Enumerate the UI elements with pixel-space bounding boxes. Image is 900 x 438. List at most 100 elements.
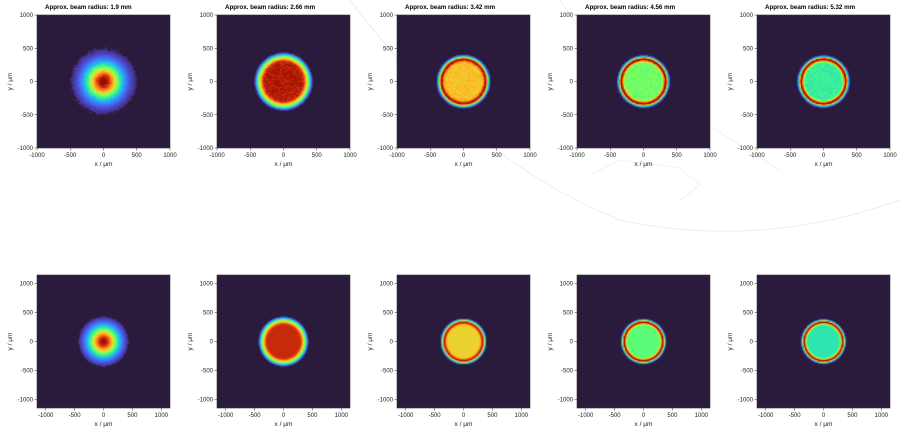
x-tick-label: -1000 (209, 153, 225, 159)
y-tick-label: -500 (21, 113, 34, 119)
x-tick-label: 0 (282, 413, 286, 419)
y-tick-label: 1000 (380, 282, 394, 288)
panel-simulated-2: -1000 -1000 -500 -500 0 0 500 500 1000 1000 x / μm… (187, 274, 351, 428)
y-tick-label: 1000 (740, 13, 754, 19)
y-tick-label: 0 (30, 340, 34, 346)
x-axis-label: x / μm (634, 421, 653, 428)
x-tick-label: 1000 (163, 153, 177, 159)
x-tick-label: 500 (127, 413, 138, 419)
x-axis-label: x / μm (634, 161, 653, 168)
heatmap-image (577, 15, 710, 148)
y-tick-label: -500 (741, 113, 754, 119)
heatmap-image (37, 275, 170, 408)
x-tick-label: -500 (244, 153, 257, 159)
y-axis-label: y / μm (727, 72, 734, 91)
y-tick-label: 0 (570, 80, 574, 86)
x-tick-label: 1000 (155, 413, 169, 419)
x-tick-label: 500 (847, 413, 858, 419)
y-tick-label: 500 (563, 46, 574, 52)
heatmap-image (217, 275, 350, 408)
x-tick-label: 500 (852, 153, 863, 159)
y-tick-label: 1000 (200, 282, 214, 288)
x-tick-label: 500 (487, 413, 498, 419)
x-tick-label: 0 (462, 413, 466, 419)
heatmap-image (397, 15, 530, 148)
x-tick-label: 0 (822, 153, 826, 159)
heatmap-image (757, 15, 890, 148)
y-tick-label: -1000 (558, 397, 574, 403)
y-axis-label: y / μm (727, 332, 734, 351)
x-tick-label: -500 (64, 153, 77, 159)
x-tick-label: -1000 (29, 153, 45, 159)
y-axis-label: y / μm (547, 332, 554, 351)
panel-simulated-5: -1000 -1000 -500 -500 0 0 500 500 1000 1000 x / μm… (727, 274, 891, 428)
x-tick-label: -500 (604, 153, 617, 159)
y-axis-label: y / μm (187, 332, 194, 351)
y-tick-label: 0 (210, 80, 214, 86)
y-axis-label: y / μm (367, 72, 374, 91)
panel-measured-3: -1000-1000 -500 -500 0 0 500 500 1000 1000 x / μm… (367, 4, 537, 168)
x-tick-label: -500 (424, 153, 437, 159)
y-tick-label: 0 (30, 80, 34, 86)
y-axis-label: y / μm (367, 332, 374, 351)
y-tick-label: 500 (383, 311, 394, 317)
x-tick-label: 0 (642, 413, 646, 419)
y-tick-label: -500 (201, 113, 214, 119)
x-tick-label: 0 (282, 153, 286, 159)
y-tick-label: -1000 (18, 397, 34, 403)
x-axis-label: x / μm (454, 421, 473, 428)
x-tick-label: 1000 (883, 153, 897, 159)
x-tick-label: 500 (312, 153, 323, 159)
x-tick-label: -1000 (569, 153, 585, 159)
x-tick-label: 1000 (703, 153, 717, 159)
x-tick-label: 0 (462, 153, 466, 159)
y-tick-label: -1000 (738, 146, 754, 152)
x-tick-label: 0 (822, 413, 826, 419)
panel-simulated-3: -1000 -1000 -500 -500 0 0 500 500 1000 1000 x / μm… (367, 274, 531, 428)
heatmap-image (757, 275, 890, 408)
panel-measured-4: -1000-1000 -500 -500 0 0 500 500 1000 1000 x / μm… (547, 4, 717, 168)
heatmap-image (37, 15, 170, 148)
x-axis-label: x / μm (274, 161, 293, 168)
x-tick-label: -500 (249, 413, 262, 419)
y-tick-label: 1000 (740, 282, 754, 288)
y-tick-label: 500 (743, 46, 754, 52)
y-tick-label: 1000 (20, 13, 34, 19)
x-axis-label: x / μm (814, 421, 833, 428)
y-tick-label: -500 (741, 368, 754, 374)
y-tick-label: -500 (561, 113, 574, 119)
y-tick-label: 500 (563, 311, 574, 317)
y-tick-label: 500 (383, 46, 394, 52)
y-tick-label: -1000 (378, 146, 394, 152)
x-tick-label: -1000 (38, 413, 54, 419)
y-tick-label: 1000 (560, 13, 574, 19)
y-tick-label: -1000 (558, 146, 574, 152)
x-axis-label: x / μm (454, 161, 473, 168)
panel-title: Approx. beam radius: 1.9 mm (45, 4, 132, 11)
x-axis-label: x / μm (274, 421, 293, 428)
y-tick-label: -500 (21, 368, 34, 374)
x-tick-label: 500 (672, 153, 683, 159)
x-axis-label: x / μm (94, 421, 113, 428)
x-tick-label: -500 (69, 413, 82, 419)
x-tick-label: 0 (642, 153, 646, 159)
panel-simulated-4: -1000 -1000 -500 -500 0 0 500 500 1000 1000 x / μm… (547, 274, 711, 428)
y-tick-label: 0 (210, 340, 214, 346)
panel-title: Approx. beam radius: 4.56 mm (585, 4, 676, 11)
x-tick-label: 0 (102, 153, 106, 159)
panel-title: Approx. beam radius: 3.42 mm (405, 4, 496, 11)
x-tick-label: -500 (784, 153, 797, 159)
y-tick-label: 0 (390, 340, 394, 346)
x-tick-label: 1000 (515, 413, 529, 419)
y-axis-label: y / μm (7, 332, 14, 351)
y-tick-label: -500 (561, 368, 574, 374)
y-axis-label: y / μm (547, 72, 554, 91)
x-tick-label: 0 (102, 413, 106, 419)
heatmap-image (577, 275, 710, 408)
y-axis-label: y / μm (7, 72, 14, 91)
x-tick-label: 500 (132, 153, 143, 159)
x-axis-label: x / μm (94, 161, 113, 168)
x-tick-label: 1000 (335, 413, 349, 419)
y-tick-label: 500 (23, 46, 34, 52)
y-tick-label: 0 (390, 80, 394, 86)
